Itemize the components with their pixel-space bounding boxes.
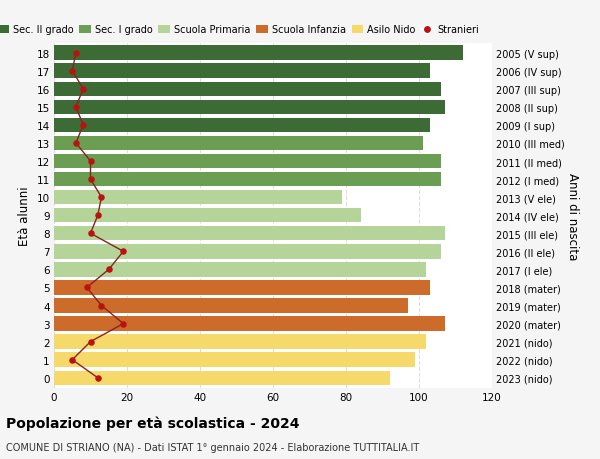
Y-axis label: Anni di nascita: Anni di nascita — [566, 172, 579, 259]
Legend: Sec. II grado, Sec. I grado, Scuola Primaria, Scuola Infanzia, Asilo Nido, Stran: Sec. II grado, Sec. I grado, Scuola Prim… — [0, 25, 479, 35]
Bar — [54, 353, 415, 367]
Bar — [54, 190, 343, 205]
Point — [79, 122, 88, 129]
Bar — [54, 64, 430, 79]
Bar — [54, 82, 441, 97]
Point — [97, 302, 106, 309]
Point — [71, 104, 81, 111]
Point — [86, 176, 95, 183]
Point — [104, 266, 113, 274]
Text: Popolazione per età scolastica - 2024: Popolazione per età scolastica - 2024 — [6, 415, 299, 430]
Point — [67, 356, 77, 364]
Bar — [54, 280, 430, 295]
Point — [71, 50, 81, 57]
Point — [67, 68, 77, 75]
Point — [119, 248, 128, 256]
Bar — [54, 245, 441, 259]
Point — [86, 158, 95, 165]
Text: COMUNE DI STRIANO (NA) - Dati ISTAT 1° gennaio 2024 - Elaborazione TUTTITALIA.IT: COMUNE DI STRIANO (NA) - Dati ISTAT 1° g… — [6, 442, 419, 452]
Point — [79, 86, 88, 93]
Bar — [54, 208, 361, 223]
Bar — [54, 317, 445, 331]
Y-axis label: Età alunni: Età alunni — [18, 186, 31, 246]
Point — [93, 212, 103, 219]
Bar — [54, 118, 430, 133]
Point — [71, 140, 81, 147]
Bar — [54, 227, 445, 241]
Bar — [54, 263, 426, 277]
Bar — [54, 154, 441, 169]
Bar — [54, 101, 445, 115]
Bar — [54, 136, 422, 151]
Bar — [54, 299, 408, 313]
Bar — [54, 173, 441, 187]
Point — [86, 338, 95, 346]
Point — [93, 374, 103, 381]
Bar — [54, 46, 463, 61]
Point — [119, 320, 128, 328]
Point — [82, 284, 92, 291]
Point — [97, 194, 106, 202]
Bar — [54, 371, 390, 385]
Bar — [54, 335, 426, 349]
Point — [86, 230, 95, 237]
